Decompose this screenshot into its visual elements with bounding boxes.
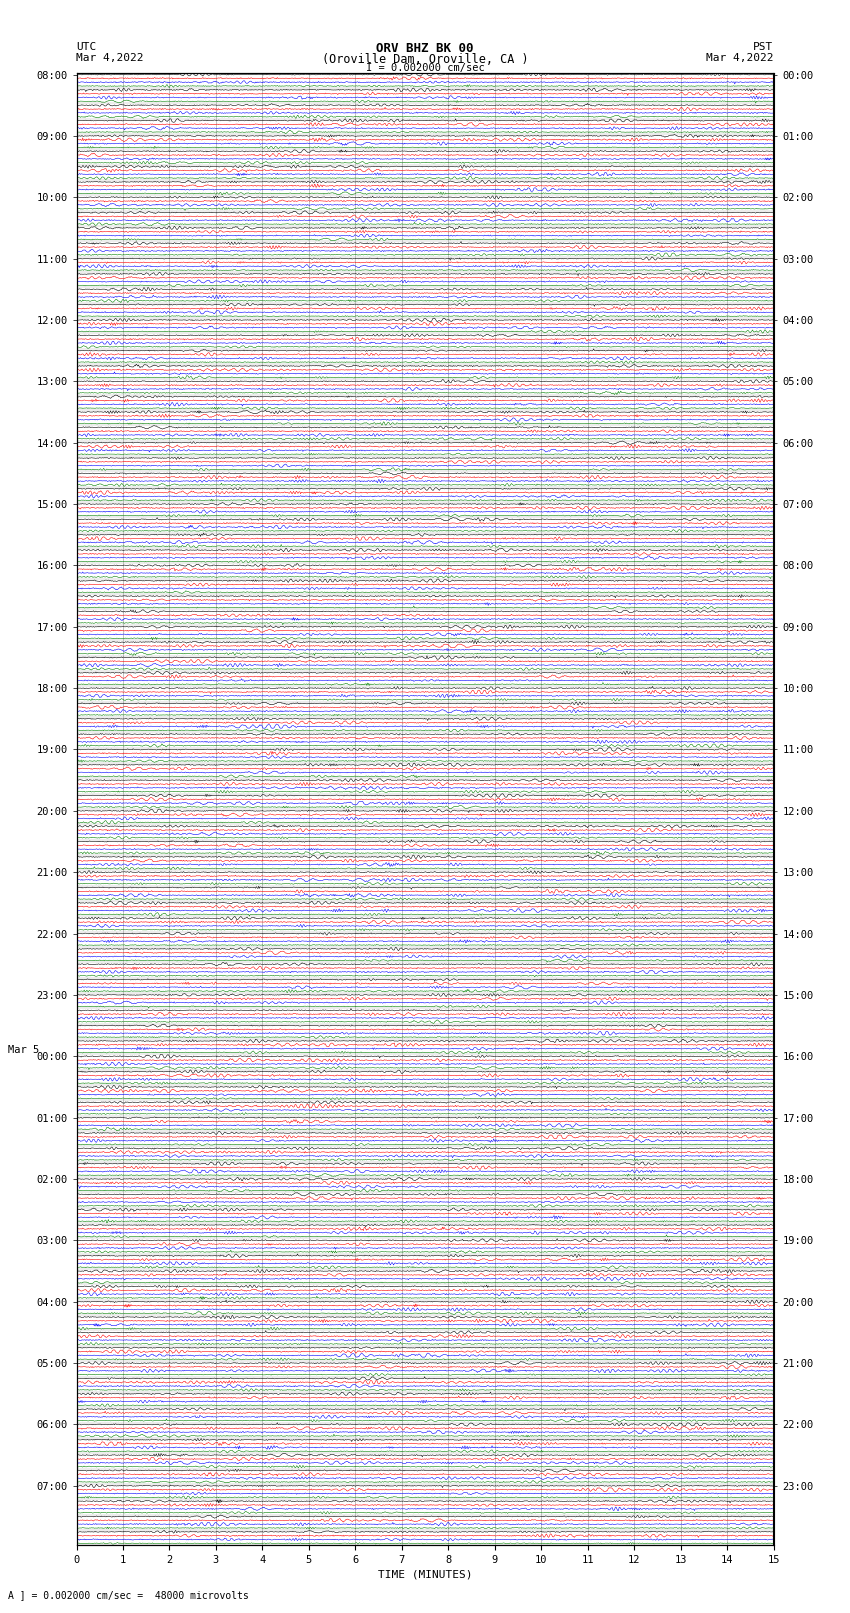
Text: ORV BHZ BK 00: ORV BHZ BK 00 <box>377 42 473 55</box>
Text: UTC: UTC <box>76 42 97 52</box>
Text: Mar 4,2022: Mar 4,2022 <box>706 53 774 63</box>
Text: I = 0.002000 cm/sec: I = 0.002000 cm/sec <box>366 63 484 73</box>
Text: Mar 4,2022: Mar 4,2022 <box>76 53 144 63</box>
X-axis label: TIME (MINUTES): TIME (MINUTES) <box>377 1569 473 1579</box>
Text: PST: PST <box>753 42 774 52</box>
Text: Mar 5: Mar 5 <box>8 1045 39 1055</box>
Text: (Oroville Dam, Oroville, CA ): (Oroville Dam, Oroville, CA ) <box>321 53 529 66</box>
Text: A ] = 0.002000 cm/sec =  48000 microvolts: A ] = 0.002000 cm/sec = 48000 microvolts <box>8 1590 249 1600</box>
